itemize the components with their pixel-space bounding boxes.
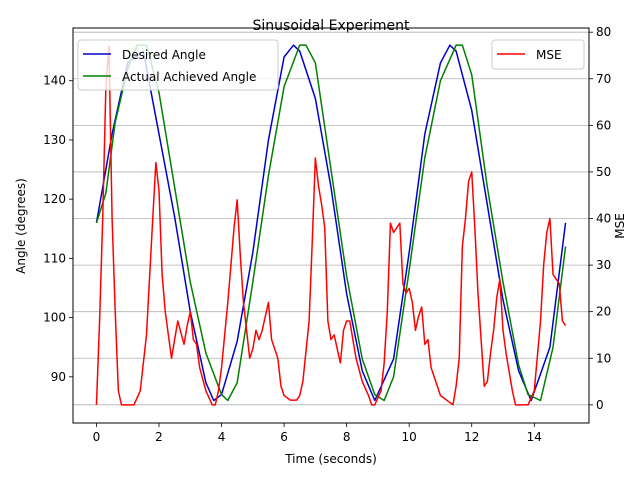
x-tick-label: 4 (218, 430, 226, 444)
x-tick-label: 8 (343, 430, 351, 444)
y-axis-left-label: Angle (degrees) (14, 178, 28, 274)
y-right-tick-label: 50 (596, 165, 611, 179)
y-right-tick-label: 20 (596, 305, 611, 319)
legend-left: Desired Angle Actual Achieved Angle (77, 39, 279, 91)
y-left-tick-label: 90 (51, 370, 66, 384)
y-right-tick-label: 70 (596, 72, 611, 86)
y-right-tick-label: 30 (596, 258, 611, 272)
series-line-actual-achieved-angle (95, 44, 567, 402)
chart-title: Sinusoidal Experiment (253, 18, 410, 34)
x-axis: 0 2 4 6 8 10 12 14 (93, 423, 542, 444)
y-left-tick-label: 120 (43, 192, 66, 206)
x-tick-label: 14 (527, 430, 542, 444)
y-right-tick-label: 0 (596, 398, 604, 412)
legend-right-box (491, 39, 585, 70)
y-right-tick-label: 80 (596, 25, 611, 39)
y-axis-right-label: MSE (613, 213, 627, 239)
plot-frame (72, 27, 590, 424)
y-left-tick-label: 140 (43, 74, 66, 88)
y-left-tick-label: 110 (43, 251, 66, 265)
series-line-desired-angle (95, 44, 567, 402)
legend-label-actual: Actual Achieved Angle (122, 70, 256, 84)
legend-label-desired: Desired Angle (122, 48, 206, 62)
legend-label-mse: MSE (536, 48, 562, 62)
y-axis-left: 90 100 110 120 130 140 (43, 74, 73, 384)
y-right-tick-label: 10 (596, 351, 611, 365)
y-axis-right: 0 10 20 30 40 50 60 70 80 (589, 25, 611, 412)
legend-left-box (77, 39, 279, 91)
y-right-tick-label: 60 (596, 118, 611, 132)
x-tick-label: 0 (93, 430, 101, 444)
series-line-mse (95, 45, 567, 406)
y-left-tick-label: 130 (43, 133, 66, 147)
x-tick-label: 10 (402, 430, 417, 444)
x-tick-label: 2 (155, 430, 163, 444)
y-right-tick-label: 40 (596, 212, 611, 226)
x-tick-label: 6 (280, 430, 288, 444)
legend-right: MSE (491, 39, 585, 70)
plot-series (95, 44, 567, 406)
x-axis-label: Time (seconds) (284, 452, 377, 466)
x-tick-label: 12 (464, 430, 479, 444)
y-left-tick-label: 100 (43, 311, 66, 325)
